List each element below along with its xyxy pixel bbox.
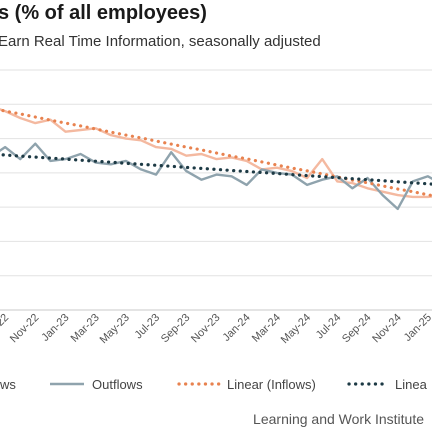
x-tick-label: Sep-23 (159, 312, 193, 346)
series-line-outflows (0, 142, 432, 211)
x-tick-label: Mar-24 (250, 312, 283, 345)
legend-label: Outflows (92, 377, 143, 392)
x-tick-label: Nov-22 (8, 312, 42, 346)
series-line-linear-inflows (0, 108, 432, 198)
x-tick-label: May-23 (98, 312, 132, 346)
x-tick-label: Sep-22 (0, 312, 11, 346)
x-tick-label: Nov-24 (370, 312, 404, 346)
x-tick-label: Jan-24 (221, 312, 253, 344)
x-tick-label: Nov-23 (189, 312, 223, 346)
x-tick-label: Jan-23 (39, 312, 71, 344)
legend-label: ws (0, 377, 16, 392)
legend-label: Linear (Inflows) (227, 377, 316, 392)
legend: ws Outflows Linear (Inflows) Linea (0, 377, 428, 392)
x-tick-label: Jan-25 (402, 312, 432, 344)
source-credit: Learning and Work Institute (253, 411, 424, 427)
x-tick-label: Mar-23 (69, 312, 102, 345)
x-tick-label: May-24 (279, 312, 313, 346)
legend-label: Linea (395, 377, 428, 392)
chart-title: s (% of all employees) (0, 2, 207, 24)
chart-subtitle: Earn Real Time Information, seasonally a… (0, 33, 321, 50)
x-tick-label: Sep-24 (340, 312, 374, 346)
series-lines (0, 108, 432, 211)
gridlines (0, 69, 432, 311)
series-line-inflows (0, 108, 432, 199)
